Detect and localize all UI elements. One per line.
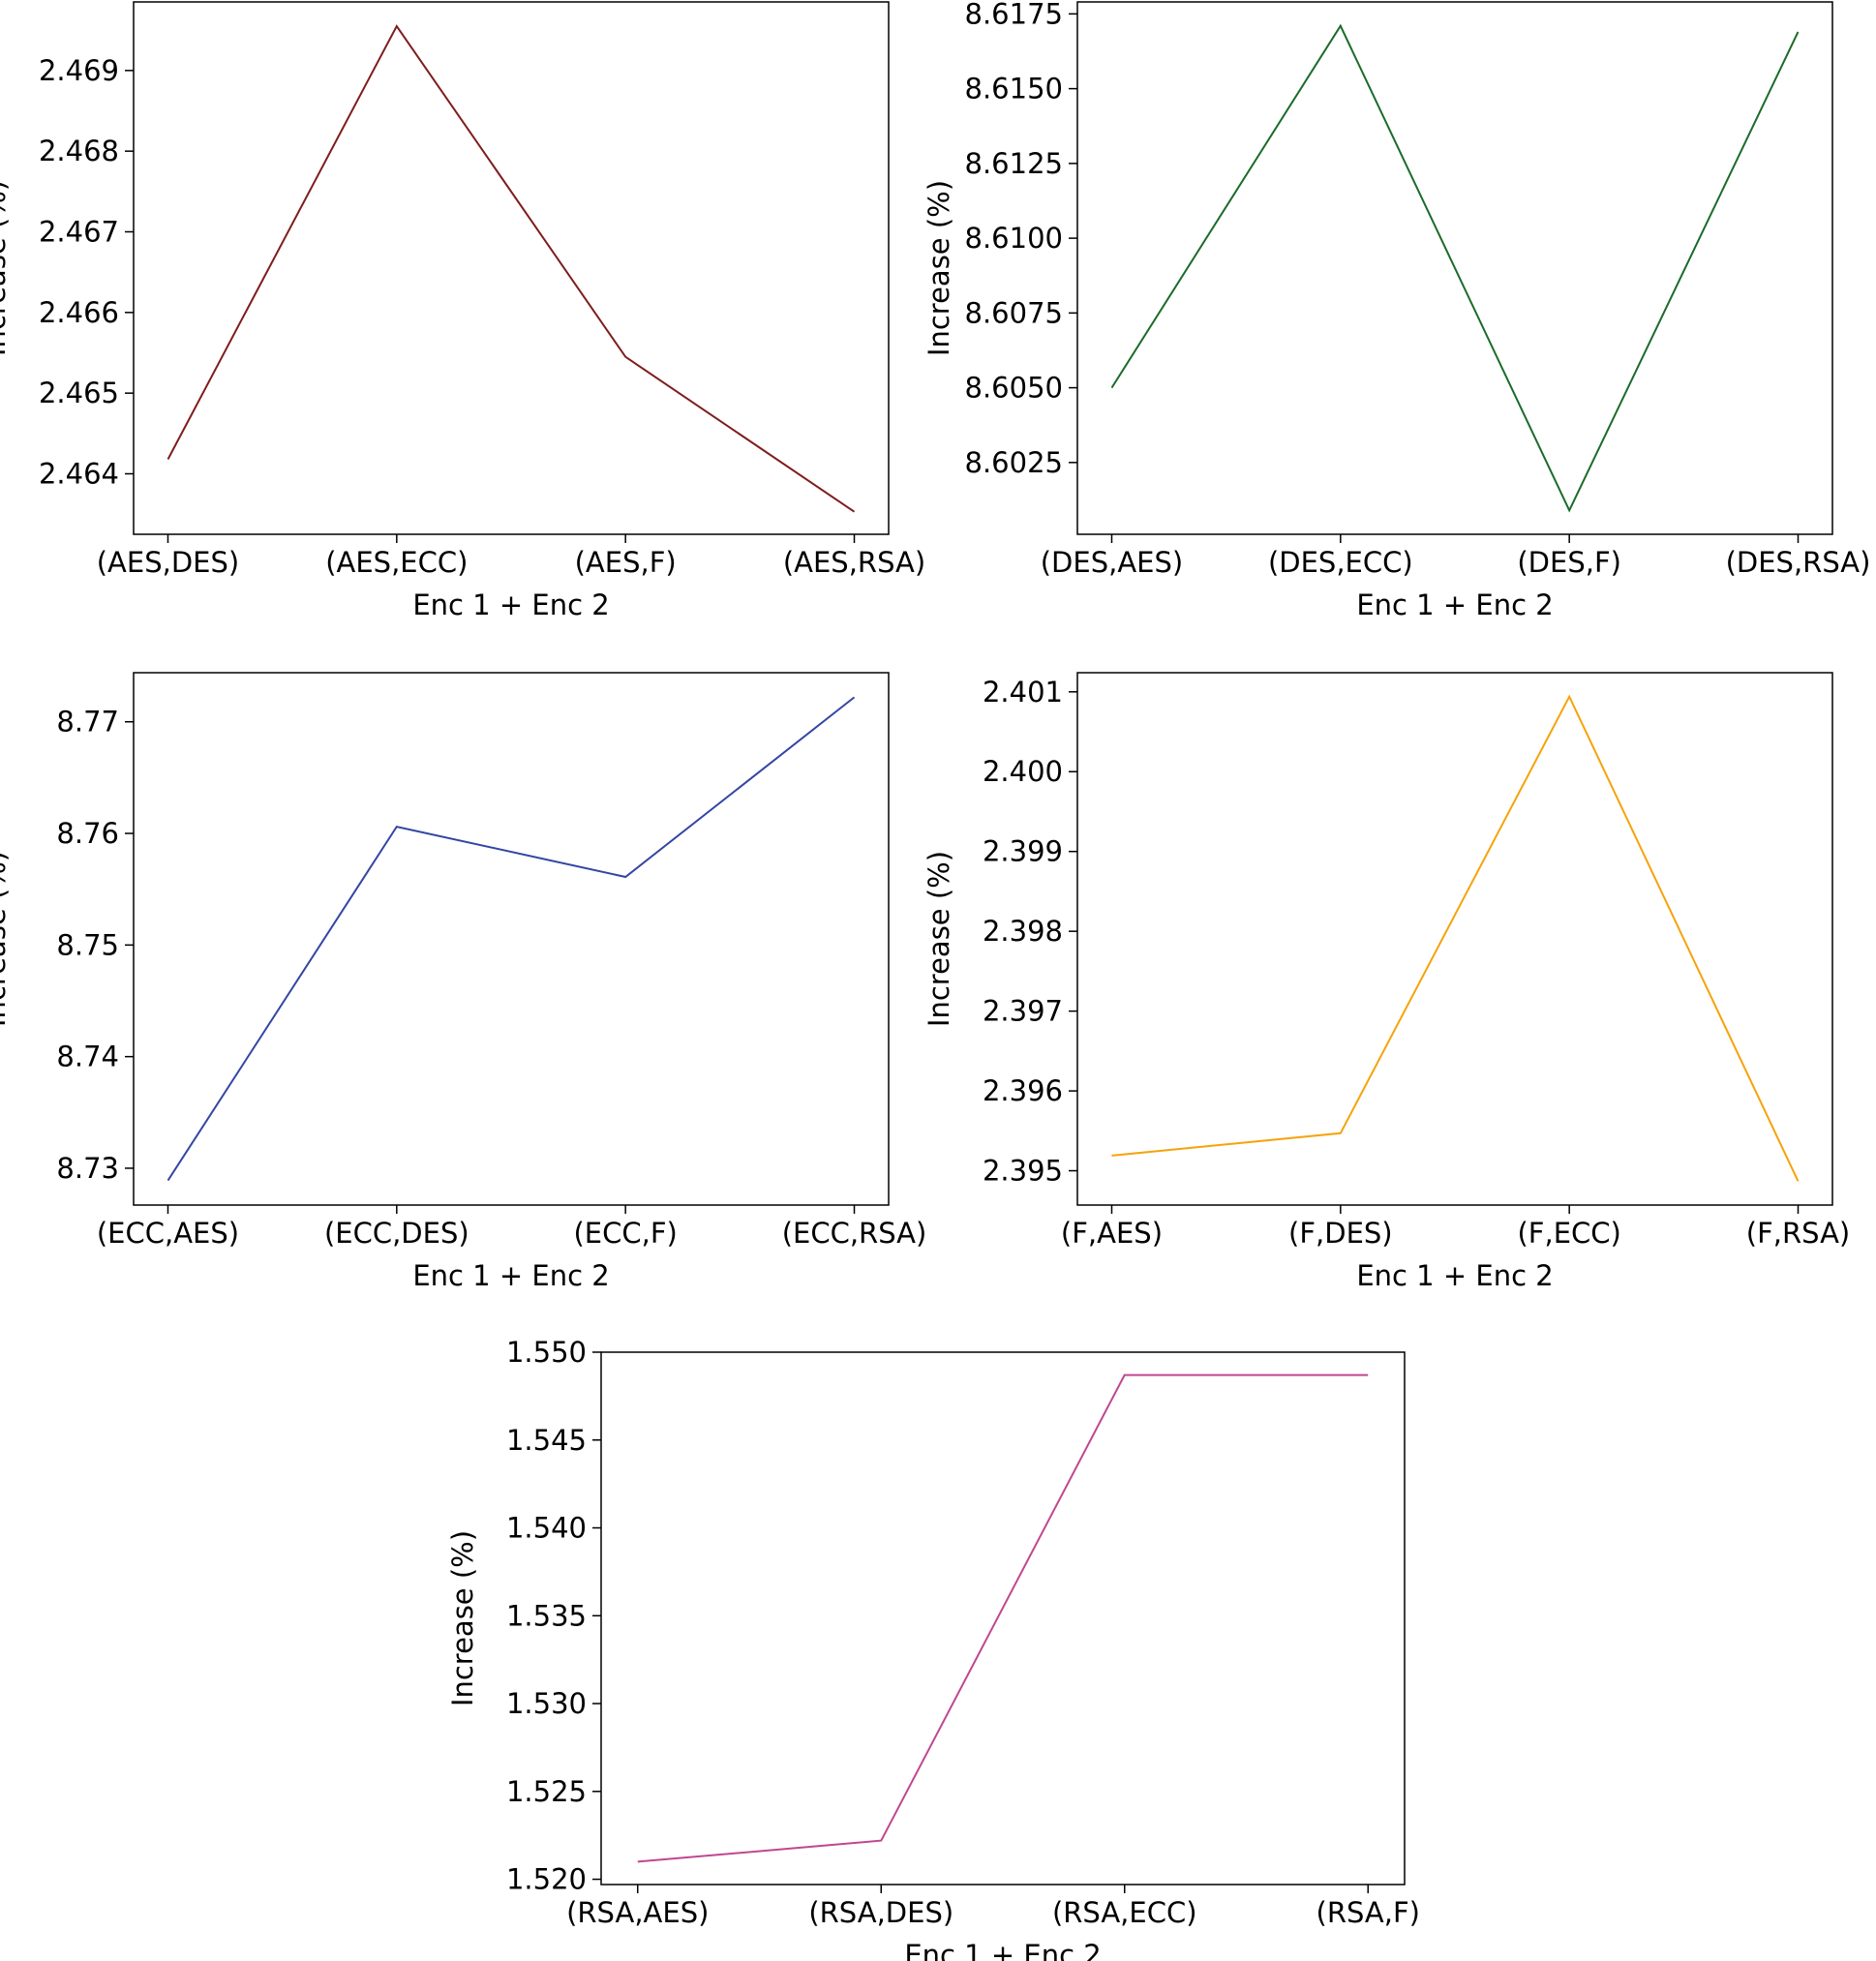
x-tick-label: (AES,RSA): [783, 546, 925, 579]
x-axis-label: Enc 1 + Enc 2: [1356, 588, 1553, 621]
y-axis-label: Increase (%): [923, 180, 955, 356]
y-tick-label: 8.6025: [965, 446, 1063, 479]
y-tick-label: 8.77: [56, 706, 119, 739]
x-axis-label: Enc 1 + Enc 2: [412, 1259, 609, 1292]
plot-frame: [133, 672, 890, 1206]
x-tick-label: (DES,RSA): [1726, 546, 1871, 579]
y-tick-label: 1.525: [506, 1775, 587, 1808]
y-tick-label: 2.400: [983, 755, 1063, 788]
y-tick-label: 2.399: [983, 835, 1063, 868]
series-line: [166, 696, 856, 1182]
chart-panel-5: 1.520 1.525 1.530 1.535 1.540 1.545 1.550 (RSA,…: [446, 1336, 1420, 1961]
y-tick-label: 8.73: [56, 1152, 119, 1185]
x-tick-label: (F,ECC): [1517, 1217, 1620, 1250]
y-tick-label: 8.6075: [965, 296, 1063, 329]
y-tick-label: 2.467: [39, 216, 119, 249]
y-tick-label: 8.74: [56, 1041, 119, 1073]
series-line: [637, 1373, 1369, 1863]
x-axis-label: Enc 1 + Enc 2: [412, 588, 609, 621]
plot-frame: [600, 1351, 1406, 1886]
x-tick-label: (DES,AES): [1041, 546, 1183, 579]
x-tick-label: (ECC,AES): [97, 1217, 239, 1250]
series-line: [1111, 694, 1800, 1182]
y-tick-label: 1.535: [506, 1599, 587, 1632]
y-tick-label: 1.540: [506, 1512, 587, 1545]
y-tick-label: 2.466: [39, 296, 119, 329]
y-tick-label: 2.465: [39, 377, 119, 409]
x-tick-label: (F,RSA): [1746, 1217, 1850, 1250]
x-tick-label: (DES,F): [1517, 546, 1621, 579]
x-tick-label: (AES,F): [575, 546, 677, 579]
chart-panel-1: 2.464 2.465 2.466 2.467 2.468 2.469 (AES,DES) (…: [0, 1, 925, 621]
y-tick-label: 8.76: [56, 817, 119, 850]
y-tick-label: 8.6050: [965, 372, 1063, 405]
x-tick-label: (ECC,F): [573, 1217, 677, 1250]
series-line: [166, 24, 856, 513]
y-axis-label: Increase (%): [446, 1530, 479, 1706]
x-tick-label: (RSA,AES): [566, 1896, 709, 1929]
y-tick-label: 1.550: [506, 1336, 587, 1369]
chart-panel-4: 2.395 2.396 2.397 2.398 2.399 2.400 2.401 (F,AE…: [923, 672, 1850, 1292]
y-axis-label: Increase (%): [0, 851, 12, 1027]
y-axis-label: Increase (%): [923, 851, 955, 1027]
y-tick-label: 2.397: [983, 995, 1063, 1028]
plot-frame: [1076, 1, 1833, 535]
x-axis-label: Enc 1 + Enc 2: [1356, 1259, 1553, 1292]
x-tick-label: (RSA,F): [1316, 1896, 1420, 1929]
x-tick-label: (AES,DES): [97, 546, 239, 579]
y-tick-label: 1.530: [506, 1687, 587, 1720]
plot-frame: [1076, 672, 1833, 1206]
plot-frame: [133, 1, 890, 535]
y-axis-label: Increase (%): [0, 180, 12, 356]
x-tick-label: (F,AES): [1061, 1217, 1163, 1250]
y-tick-label: 2.468: [39, 135, 119, 167]
y-tick-label: 2.401: [983, 676, 1063, 709]
x-tick-label: (RSA,ECC): [1052, 1896, 1197, 1929]
x-tick-label: (RSA,DES): [808, 1896, 953, 1929]
x-tick-label: (ECC,DES): [324, 1217, 469, 1250]
y-tick-label: 8.6150: [965, 73, 1063, 106]
series-line: [1110, 23, 1800, 513]
x-axis-label: Enc 1 + Enc 2: [904, 1939, 1101, 1961]
x-tick-label: (AES,ECC): [325, 546, 468, 579]
chart-panel-2: 8.6025 8.6050 8.6075 8.6100 8.6125 8.6150 8.61…: [923, 0, 1870, 621]
y-tick-label: 8.6100: [965, 222, 1063, 255]
y-tick-label: 2.395: [983, 1155, 1063, 1188]
x-tick-label: (DES,ECC): [1268, 546, 1413, 579]
chart-panel-3: 8.73 8.74 8.75 8.76 8.77 (ECC,AES) (ECC,DES) (E…: [0, 672, 927, 1292]
y-tick-label: 1.520: [506, 1863, 587, 1896]
y-tick-label: 8.6175: [965, 0, 1063, 30]
y-tick-label: 2.469: [39, 54, 119, 87]
x-tick-label: (ECC,RSA): [782, 1217, 927, 1250]
y-tick-label: 2.398: [983, 915, 1063, 948]
y-tick-label: 8.75: [56, 928, 119, 961]
y-tick-label: 8.6125: [965, 147, 1063, 180]
x-tick-label: (F,DES): [1288, 1217, 1393, 1250]
y-tick-label: 2.464: [39, 458, 119, 491]
y-tick-label: 1.545: [506, 1424, 587, 1457]
y-tick-label: 2.396: [983, 1074, 1063, 1107]
